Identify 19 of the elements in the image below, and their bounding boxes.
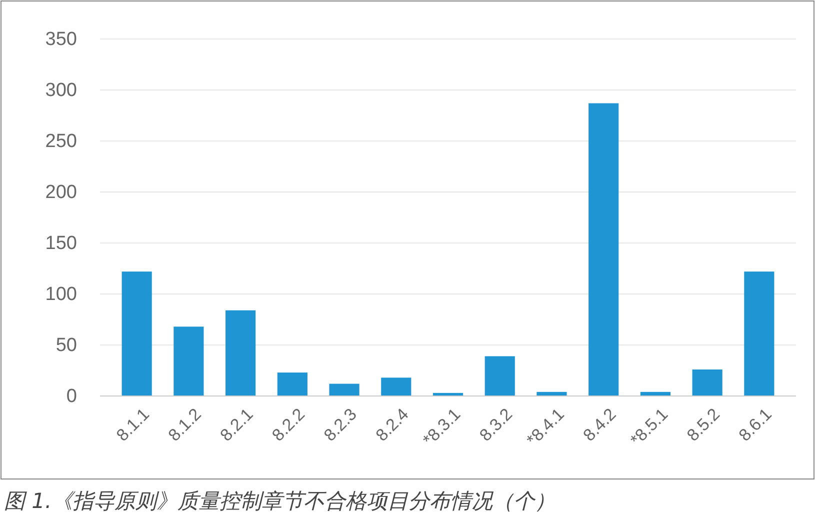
y-tick-label: 300	[45, 80, 77, 102]
y-tick-label: 50	[56, 335, 77, 356]
y-tick-label: 150	[45, 233, 77, 254]
bar	[122, 272, 152, 396]
y-tick-label: 200	[45, 182, 77, 204]
bar	[277, 372, 308, 396]
bar	[588, 103, 619, 396]
bar	[381, 378, 412, 396]
bar	[484, 356, 515, 396]
bar	[226, 310, 256, 396]
text: 图 1.《指导原则》质量控制章节不合格项目分布情况（个）	[4, 489, 556, 513]
bar	[329, 384, 360, 396]
y-tick-label: 250	[45, 131, 77, 152]
bar	[692, 369, 722, 396]
y-tick-label: 350	[45, 29, 77, 50]
bar	[744, 272, 774, 396]
bar	[174, 326, 204, 396]
y-tick-label: 0	[66, 386, 77, 408]
y-tick-label: 100	[45, 284, 77, 306]
